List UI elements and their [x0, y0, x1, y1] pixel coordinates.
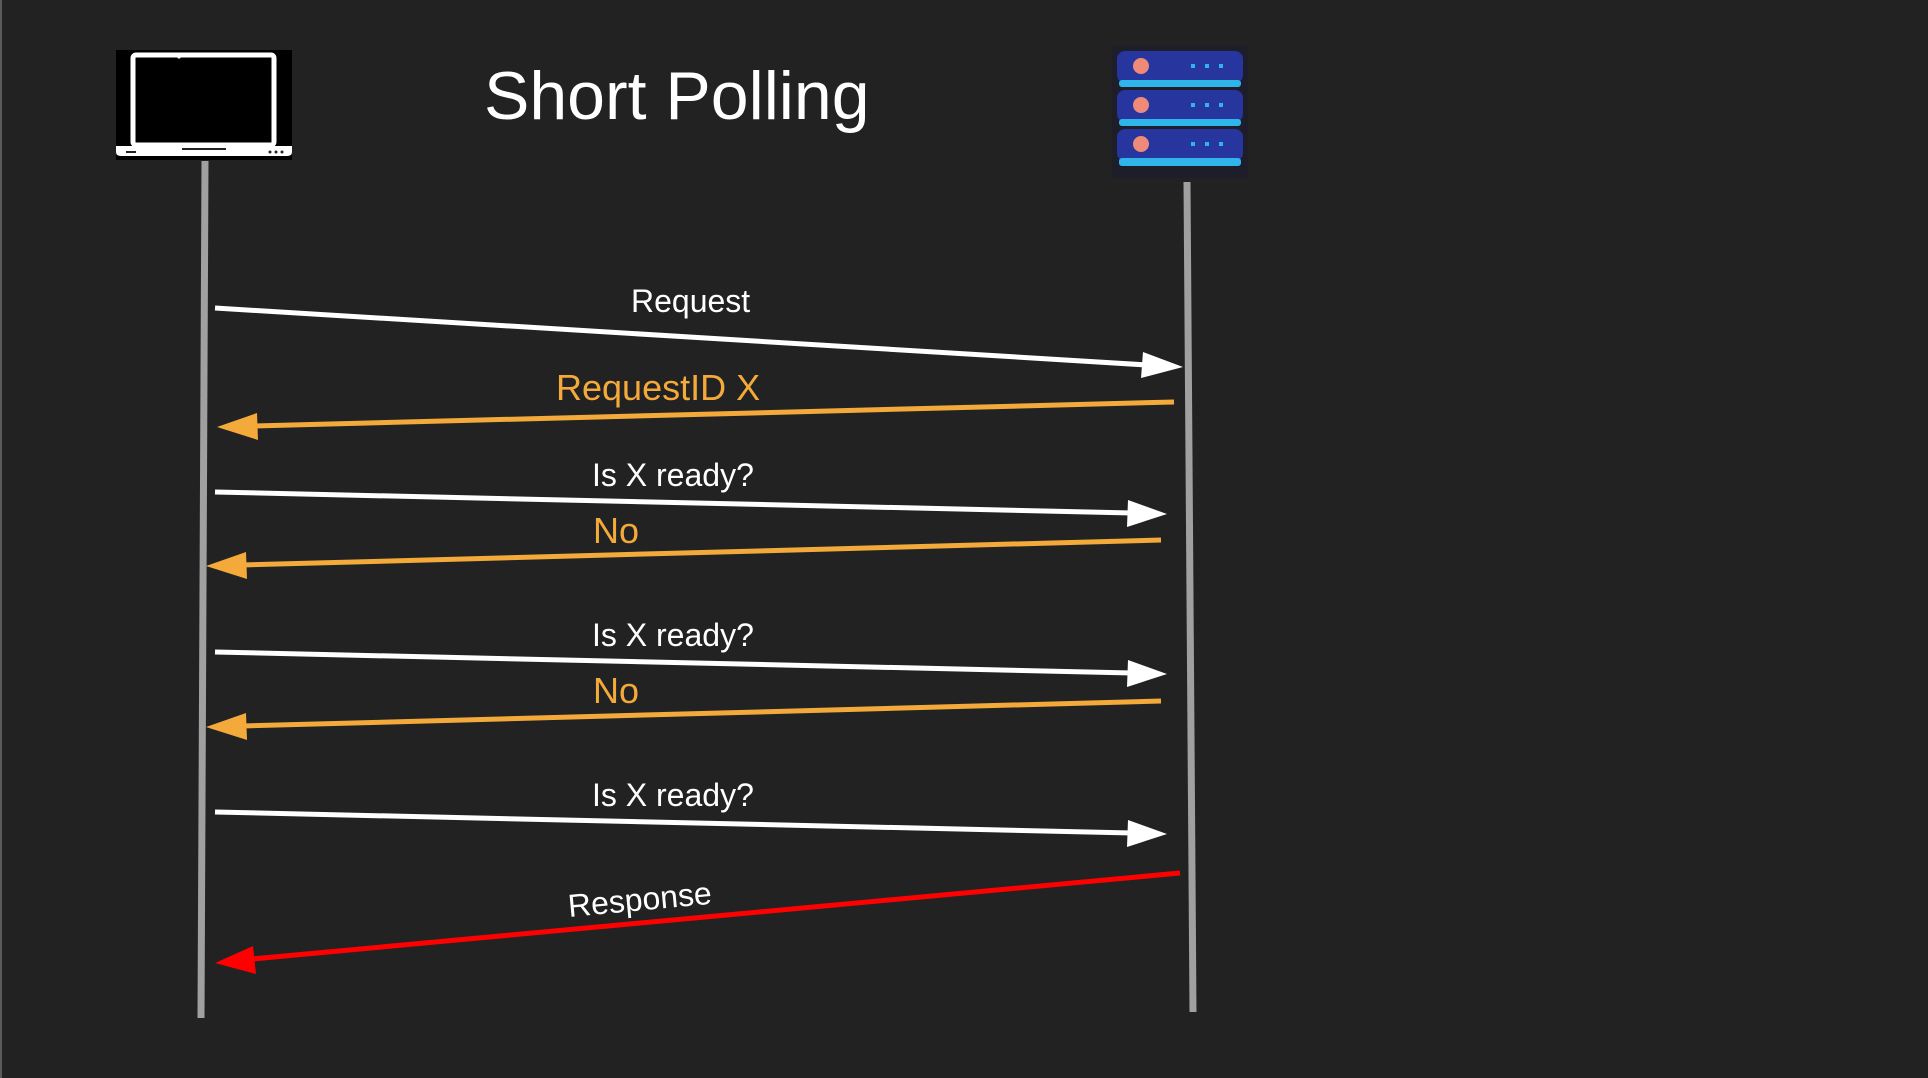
client-lifeline [197, 160, 209, 1019]
arrow-line [214, 305, 1148, 368]
server-lifeline [1183, 181, 1197, 1013]
arrow-head [1141, 352, 1183, 378]
arrow-line [251, 870, 1181, 962]
message-label: No [593, 670, 639, 711]
arrow-head [206, 713, 247, 740]
arrow-head [1127, 660, 1167, 687]
arrow-line [251, 399, 1175, 429]
arrow-line [214, 489, 1133, 516]
arrow-line [214, 809, 1133, 836]
arrow-head [1127, 820, 1167, 847]
arrow-line [241, 537, 1162, 568]
message-reply-no-1: No [206, 510, 1162, 579]
message-request-id: RequestID X [217, 367, 1175, 440]
arrow-line [214, 649, 1133, 676]
message-label: Request [631, 283, 750, 319]
arrow-head [217, 413, 258, 440]
arrow-line [241, 698, 1162, 729]
message-label: Is X ready? [592, 777, 754, 813]
message-poll-3: Is X ready? [214, 777, 1167, 847]
message-reply-no-2: No [206, 670, 1162, 740]
message-label: RequestID X [556, 367, 760, 408]
message-poll-2: Is X ready? [214, 617, 1167, 687]
server-icon [1112, 46, 1248, 178]
message-request: Request [214, 283, 1183, 378]
message-poll-1: Is X ready? [214, 457, 1167, 527]
diagram-title: Short Polling [484, 58, 870, 134]
message-label: Is X ready? [592, 457, 754, 493]
arrow-head [206, 552, 247, 579]
arrow-head [1127, 500, 1167, 527]
arrow-head [215, 946, 256, 974]
message-label: No [593, 510, 639, 551]
message-response: Response [215, 870, 1181, 974]
laptop-icon [116, 50, 292, 160]
message-label: Is X ready? [592, 617, 754, 653]
